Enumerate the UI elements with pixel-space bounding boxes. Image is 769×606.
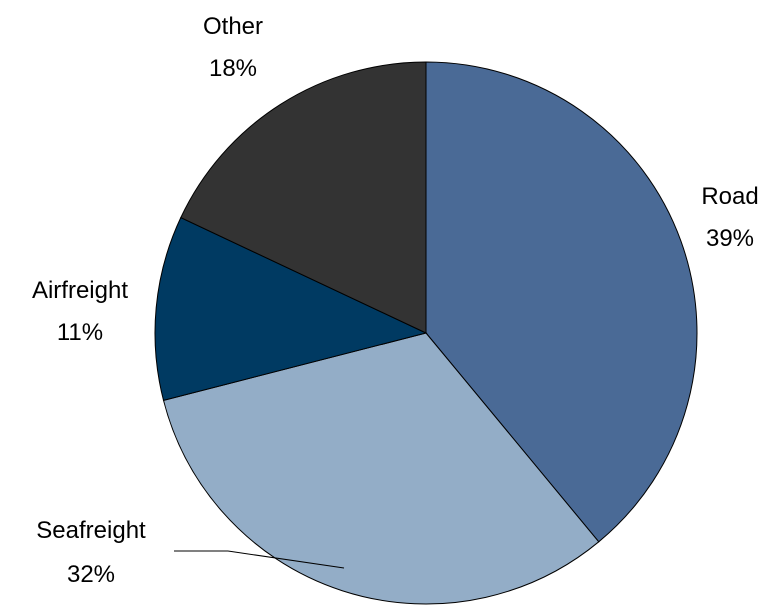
- label-other-value: 18%: [209, 55, 257, 82]
- label-road-value: 39%: [706, 225, 754, 252]
- pie-slices: [154, 61, 698, 605]
- label-road-name: Road: [701, 183, 758, 210]
- seafreight-leader-line-diagonal: [227, 550, 345, 569]
- pie-slice-other: [180, 61, 427, 334]
- label-seafreight-value: 32%: [67, 561, 115, 588]
- label-seafreight-name: Seafreight: [36, 517, 146, 544]
- label-other-name: Other: [203, 13, 263, 40]
- pie-slice-seafreight: [162, 332, 600, 605]
- label-airfreight-value: 11%: [57, 319, 103, 346]
- pie-slice-airfreight: [154, 216, 428, 401]
- pie-slice-road: [425, 61, 698, 543]
- label-airfreight-name: Airfreight: [32, 277, 128, 304]
